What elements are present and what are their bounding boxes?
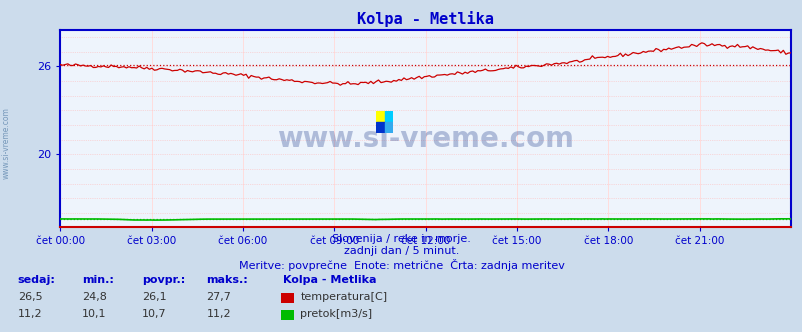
Text: 11,2: 11,2: [206, 309, 231, 319]
Title: Kolpa - Metlika: Kolpa - Metlika: [357, 11, 493, 27]
Text: Kolpa - Metlika: Kolpa - Metlika: [282, 275, 375, 285]
Bar: [375, 111, 384, 122]
Text: temperatura[C]: temperatura[C]: [300, 292, 387, 302]
Bar: [384, 111, 393, 122]
Text: www.si-vreme.com: www.si-vreme.com: [2, 107, 11, 179]
Text: 26,5: 26,5: [18, 292, 43, 302]
Bar: [375, 122, 384, 133]
Text: 27,7: 27,7: [206, 292, 231, 302]
Text: maks.:: maks.:: [206, 275, 248, 285]
Bar: [384, 122, 393, 133]
Text: min.:: min.:: [82, 275, 114, 285]
Text: sedaj:: sedaj:: [18, 275, 55, 285]
Text: 10,7: 10,7: [142, 309, 167, 319]
Text: pretok[m3/s]: pretok[m3/s]: [300, 309, 372, 319]
Text: Meritve: povprečne  Enote: metrične  Črta: zadnja meritev: Meritve: povprečne Enote: metrične Črta:…: [238, 259, 564, 271]
Text: 10,1: 10,1: [82, 309, 107, 319]
Text: zadnji dan / 5 minut.: zadnji dan / 5 minut.: [343, 246, 459, 256]
Text: 11,2: 11,2: [18, 309, 43, 319]
Text: povpr.:: povpr.:: [142, 275, 185, 285]
Text: 26,1: 26,1: [142, 292, 167, 302]
Text: Slovenija / reke in morje.: Slovenija / reke in morje.: [332, 234, 470, 244]
Text: www.si-vreme.com: www.si-vreme.com: [277, 124, 573, 152]
Text: 24,8: 24,8: [82, 292, 107, 302]
